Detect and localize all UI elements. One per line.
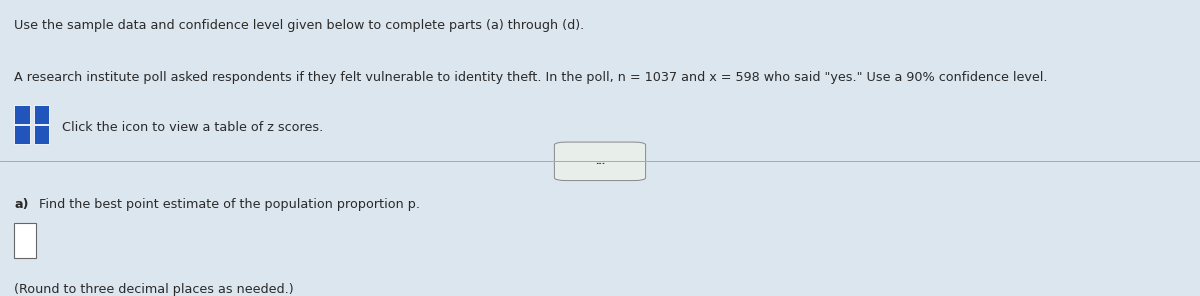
Text: Use the sample data and confidence level given below to complete parts (a) throu: Use the sample data and confidence level… — [14, 19, 584, 32]
FancyBboxPatch shape — [34, 125, 49, 144]
Text: Click the icon to view a table of z scores.: Click the icon to view a table of z scor… — [62, 121, 324, 134]
Text: a): a) — [14, 198, 29, 211]
Text: A research institute poll asked respondents if they felt vulnerable to identity : A research institute poll asked responde… — [14, 71, 1048, 84]
FancyBboxPatch shape — [14, 105, 30, 124]
FancyBboxPatch shape — [14, 223, 36, 258]
FancyBboxPatch shape — [34, 105, 49, 124]
Text: (Round to three decimal places as needed.): (Round to three decimal places as needed… — [14, 283, 294, 296]
FancyBboxPatch shape — [14, 125, 30, 144]
FancyBboxPatch shape — [554, 142, 646, 181]
Text: ...: ... — [595, 157, 605, 166]
Text: Find the best point estimate of the population proportion p.: Find the best point estimate of the popu… — [35, 198, 420, 211]
